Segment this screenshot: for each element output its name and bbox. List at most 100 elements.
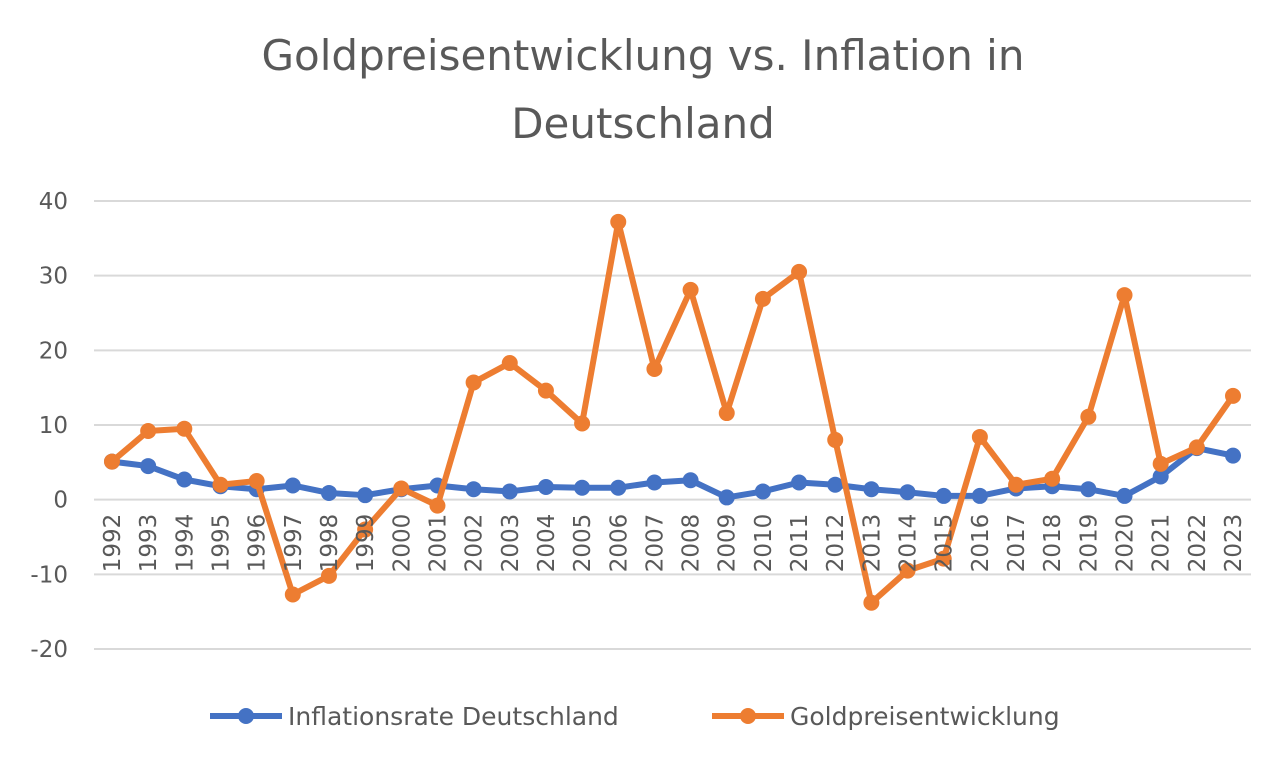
x-tick-label: 1999 [353,514,379,573]
data-point [971,487,988,504]
x-tick-label: 2003 [498,514,524,573]
series-gold [104,213,1241,611]
data-point [1225,447,1241,464]
data-point [465,374,482,391]
data-point [682,472,699,489]
x-tick-label: 1998 [317,514,343,573]
x-tick-label: 2011 [787,514,813,573]
data-point [1116,287,1133,304]
data-point [284,477,301,494]
data-point [176,471,193,488]
data-point [574,479,591,496]
data-point [574,415,591,432]
x-tick-label: 2021 [1149,514,1175,573]
data-point [140,422,157,439]
x-tick-label: 1996 [245,514,271,573]
x-tick-label: 2014 [896,514,922,573]
data-point [1008,476,1025,493]
x-tick-label: 2008 [679,514,705,573]
data-point [501,355,518,372]
data-point [682,281,699,298]
data-point [140,458,157,475]
legend-marker [238,708,254,724]
x-tick-label: 2010 [751,514,777,573]
data-point [646,474,663,491]
x-tick-label: 2005 [570,514,596,573]
data-point [393,480,410,497]
x-tick-label: 2012 [823,514,849,573]
data-point [718,489,735,506]
data-point [212,476,229,493]
x-tick-label: 2006 [606,514,632,573]
legend-item: Inflationsrate Deutschland [210,702,619,731]
data-point [754,290,771,307]
legend-label: Inflationsrate Deutschland [288,702,619,731]
data-point [1080,408,1097,425]
data-point [429,497,446,514]
data-point [1044,470,1061,487]
y-tick-label: -20 [30,637,68,663]
x-tick-label: 2001 [425,514,451,573]
data-point [284,586,301,603]
x-tick-label: 2018 [1040,514,1066,573]
chart-title-line-2: Deutschland [511,99,775,148]
y-tick-label: 30 [39,264,68,290]
y-tick-label: -10 [30,562,68,588]
data-point [1188,439,1205,456]
data-point [610,479,627,496]
data-point [1080,481,1097,498]
data-point [320,484,337,501]
data-point [248,473,265,489]
y-tick-label: 10 [39,413,68,439]
data-point [718,405,735,422]
legend-marker [740,708,756,724]
data-point [357,487,374,504]
data-point [935,487,952,504]
data-point [320,567,337,584]
x-tick-label: 2015 [932,514,958,573]
data-point [1152,468,1169,485]
data-point [1116,487,1133,504]
y-tick-label: 40 [39,189,68,215]
data-point [791,263,808,280]
x-tick-label: 2019 [1076,514,1102,573]
y-tick-label: 20 [39,338,68,364]
x-tick-label: 1993 [136,514,162,573]
x-tick-label: 2002 [462,514,488,573]
x-tick-label: 1994 [172,514,198,573]
data-point [646,361,663,377]
x-tick-label: 2013 [859,514,885,573]
data-point [537,478,554,495]
data-point [827,431,844,448]
data-point [1225,387,1241,404]
data-point [1152,455,1169,472]
x-tick-label: 2022 [1185,514,1211,573]
chart-title-line-1: Goldpreisentwicklung vs. Inflation in [262,31,1025,80]
data-point [537,382,554,399]
data-point [863,594,880,611]
x-tick-label: 2017 [1004,514,1030,573]
x-tick-label: 2000 [389,514,415,573]
data-point [501,483,518,500]
data-point [176,420,193,437]
data-point [899,484,916,501]
data-point [465,481,482,498]
data-point [104,453,120,470]
x-tick-label: 1995 [208,514,234,573]
x-tick-label: 2023 [1221,514,1247,573]
data-point [971,428,988,445]
x-tick-label: 1997 [281,514,307,573]
legend-item: Goldpreisentwicklung [712,702,1060,731]
data-point [827,476,844,493]
x-tick-label: 2004 [534,514,560,573]
data-point [754,483,771,500]
x-tick-label: 2016 [968,514,994,573]
data-point [899,562,916,579]
data-point [791,474,808,491]
x-tick-label: 2020 [1113,514,1139,573]
data-point [863,481,880,498]
data-point [610,213,627,230]
legend-label: Goldpreisentwicklung [790,702,1060,731]
x-tick-label: 1992 [100,514,126,573]
